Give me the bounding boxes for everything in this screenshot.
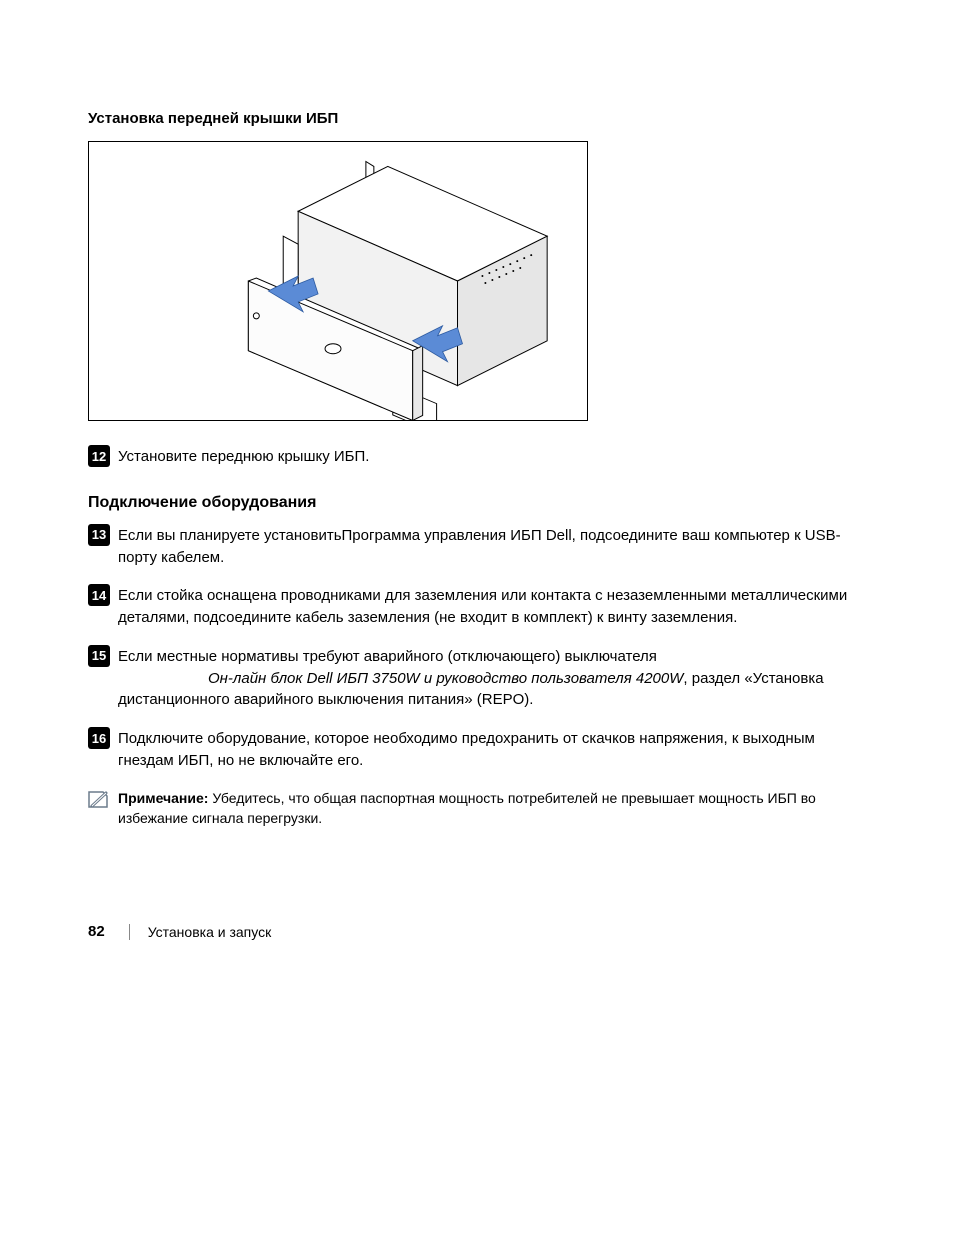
step-13: 13 Если вы планируете установитьПрограмм… xyxy=(88,524,864,569)
step-12: 12 Установите переднюю крышку ИБП. xyxy=(88,445,864,468)
note-body: Убедитесь, что общая паспортная мощность… xyxy=(118,790,816,826)
footer-page-number: 82 xyxy=(88,923,105,940)
note-text: Примечание: Убедитесь, что общая паспорт… xyxy=(118,788,864,829)
heading-install-cover: Установка передней крышки ИБП xyxy=(88,110,864,127)
figure-ups-cover xyxy=(88,141,588,421)
step-badge-16: 16 xyxy=(88,727,110,749)
note-icon xyxy=(88,788,118,808)
footer-divider xyxy=(129,924,130,940)
step-14-text: Если стойка оснащена проводниками для за… xyxy=(118,584,864,629)
footer-section-title: Установка и запуск xyxy=(148,924,272,940)
step-14: 14 Если стойка оснащена проводниками для… xyxy=(88,584,864,629)
step-15-line1: Если местные нормативы требуют аварийног… xyxy=(118,648,657,665)
step-badge-15: 15 xyxy=(88,645,110,667)
step-16-text: Подключите оборудование, которое необход… xyxy=(118,727,864,772)
step-15-text: Если местные нормативы требуют аварийног… xyxy=(118,645,864,711)
step-badge-13: 13 xyxy=(88,524,110,546)
step-13-text: Если вы планируете установитьПрограмма у… xyxy=(118,524,864,569)
step-12-text: Установите переднюю крышку ИБП. xyxy=(118,445,864,468)
page-footer: 82 Установка и запуск xyxy=(88,923,271,940)
step-badge-12: 12 xyxy=(88,445,110,467)
step-badge-14: 14 xyxy=(88,584,110,606)
step-15-italic: Он-лайн блок Dell ИБП 3750W и руководств… xyxy=(118,670,683,687)
note-label: Примечание: xyxy=(118,790,208,806)
step-16: 16 Подключите оборудование, которое необ… xyxy=(88,727,864,772)
heading-connect-equipment: Подключение оборудования xyxy=(88,494,864,512)
step-15: 15 Если местные нормативы требуют аварий… xyxy=(88,645,864,711)
note-row: Примечание: Убедитесь, что общая паспорт… xyxy=(88,788,864,829)
